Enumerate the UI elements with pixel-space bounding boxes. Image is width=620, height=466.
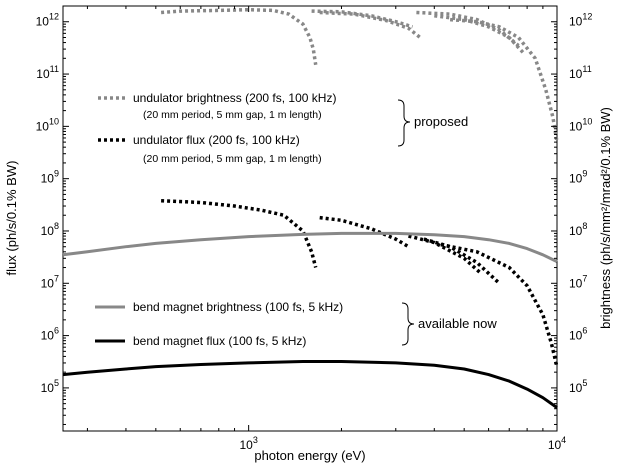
y-tick-label-right: 109	[569, 169, 587, 186]
series-undulator-brightness-segment-3	[319, 10, 422, 39]
plot-frame	[62, 5, 558, 432]
series-undulator-brightness-segment-5	[434, 14, 525, 55]
x-tick-label: 104	[548, 435, 566, 452]
series-undulator-flux-segment-2	[319, 215, 410, 249]
ticks-layer: 103 104 105 105 106 106 107 107 108 108 109 109 1010…	[36, 6, 592, 452]
series-undulator-flux-segment-4	[423, 237, 501, 285]
brace-proposed	[397, 99, 411, 147]
y-tick-label-right: 108	[569, 221, 587, 238]
y-tick-label-right: 105	[569, 378, 587, 395]
y-tick-label-right: 1011	[569, 64, 592, 81]
y-tick-label-right: 107	[569, 273, 587, 290]
y-tick-label-left: 1010	[36, 116, 59, 133]
y-tick-label-left: 1012	[36, 12, 59, 29]
x-axis-label: photon energy (eV)	[254, 448, 365, 463]
x-tick-label: 103	[239, 435, 257, 452]
series-undulator-flux-segment-3	[408, 234, 483, 276]
legend-sub-undulator-brightness: (20 mm period, 5 mm gap, 1 m length)	[143, 109, 322, 121]
series-undulator-brightness-segment-1	[160, 7, 318, 66]
y-tick-label-right: 1010	[569, 116, 592, 133]
series-bend-magnet-brightness	[62, 231, 558, 263]
y-tick-label-left: 107	[41, 273, 59, 290]
y-tick-label-left: 1011	[36, 64, 59, 81]
group-label-proposed: proposed	[414, 114, 468, 129]
series-undulator-brightness-segment-2	[311, 9, 414, 29]
y-tick-label-left: 105	[41, 378, 59, 395]
y-axis-label-left: flux (ph/s/0.1% BW)	[4, 161, 19, 276]
series-undulator-flux-segment-5	[440, 242, 559, 368]
series-undulator-brightness-segment-4	[416, 10, 520, 47]
legend-label-bend-magnet-brightness: bend magnet brightness (100 fs, 5 kHz)	[133, 300, 343, 314]
series-bend-magnet-flux	[62, 360, 558, 409]
series-layer	[62, 7, 559, 409]
legend-label-undulator-flux: undulator flux (200 fs, 100 kHz)	[133, 133, 300, 147]
y-tick-label-right: 106	[569, 326, 587, 343]
legend-label-undulator-brightness: undulator brightness (200 fs, 100 kHz)	[133, 91, 336, 105]
y-tick-label-left: 108	[41, 221, 59, 238]
legend-sub-undulator-flux: (20 mm period, 5 mm gap, 1 m length)	[143, 153, 322, 165]
series-undulator-brightness-segment-6	[449, 17, 559, 143]
y-tick-label-right: 1012	[569, 12, 592, 29]
y-tick-label-left: 109	[41, 169, 59, 186]
legend-label-bend-magnet-flux: bend magnet flux (100 fs, 5 kHz)	[133, 334, 306, 348]
y-tick-label-left: 106	[41, 326, 59, 343]
group-label-available-now: available now	[418, 316, 497, 331]
y-axis-label-right: brightness (ph/s/mm²/mrad²/0.1% BW)	[598, 107, 613, 329]
brace-available-now	[401, 302, 415, 346]
